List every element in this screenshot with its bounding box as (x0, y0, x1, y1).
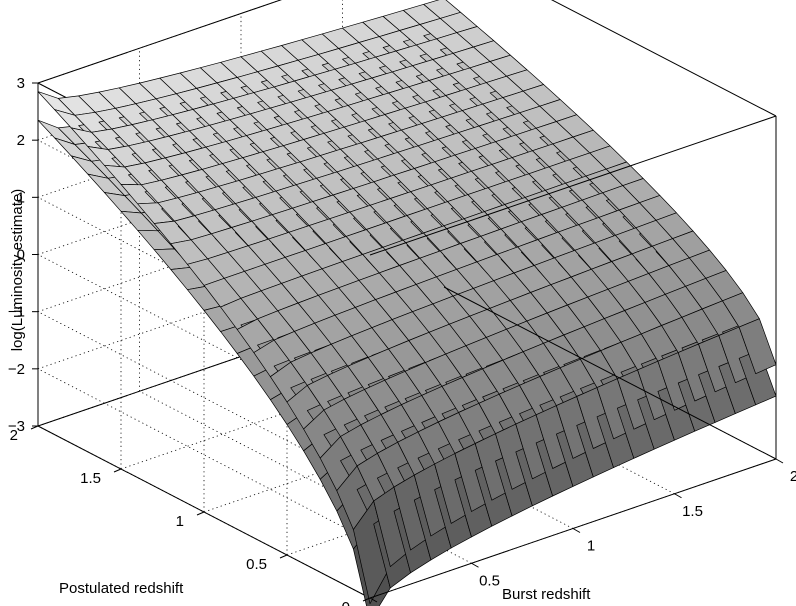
y-tick (113, 468, 122, 473)
box-edge-front (369, 115, 777, 256)
x-tick (674, 493, 682, 499)
z-tick-label: 0 (17, 247, 25, 264)
y-tick-label: 0.5 (246, 556, 267, 573)
y-tick-label: 0 (342, 599, 350, 606)
surface-layer (37, 0, 777, 606)
grid-line (37, 115, 445, 255)
z-tick-label: −3 (8, 418, 25, 435)
x-tick (775, 458, 784, 464)
grid-line (37, 0, 282, 84)
grid-line (37, 368, 371, 542)
y-tick-label: 2 (10, 427, 18, 444)
y-tick (279, 554, 288, 559)
z-tick-label: 1 (17, 189, 25, 206)
z-tick-label: −2 (8, 361, 25, 378)
x-tick (572, 528, 581, 533)
grid-line (120, 329, 528, 470)
z-tick-label: 3 (17, 75, 25, 92)
x-tick-label: 1 (587, 538, 595, 555)
grid-line (37, 172, 445, 313)
y-axis-label: Postulated redshift (59, 580, 184, 597)
x-tick-label: 0.5 (479, 572, 500, 589)
box-edge-front (551, 0, 777, 117)
x-tick (369, 597, 378, 603)
y-tick-label: 1.5 (80, 470, 101, 487)
z-tick-label: −1 (8, 304, 25, 321)
surface-facet (738, 318, 777, 375)
y-tick (196, 511, 205, 516)
y-tick-label: 1 (176, 513, 184, 530)
x-tick (471, 562, 479, 568)
grid-line (37, 286, 445, 427)
grid-line (37, 425, 371, 599)
grid-line (37, 229, 445, 370)
x-axis-label: Burst redshift (502, 586, 591, 603)
z-axis-label: log(Luminosity estimate) (9, 189, 26, 352)
x-tick-label: 1.5 (682, 503, 703, 520)
z-tick-label: 2 (17, 132, 25, 149)
y-tick (362, 597, 371, 602)
box-edge-front (443, 286, 777, 460)
x-tick-label: 2 (790, 468, 796, 485)
grid-line (203, 372, 611, 513)
